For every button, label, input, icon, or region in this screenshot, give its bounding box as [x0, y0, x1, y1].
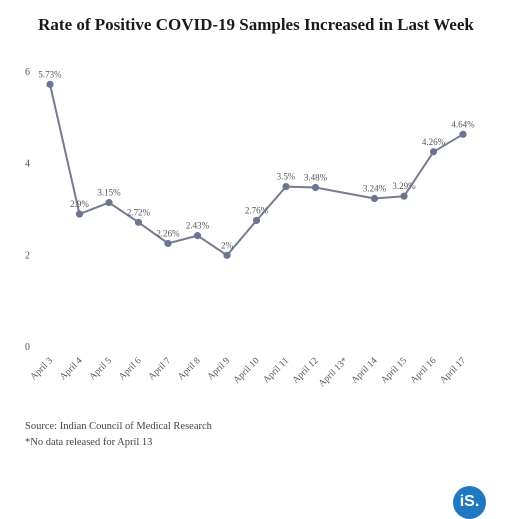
- data-point: [311, 183, 320, 192]
- brand-logo: iS.: [453, 486, 486, 519]
- x-tick-label: April 3: [29, 356, 55, 382]
- y-tick-label: 0: [25, 342, 30, 353]
- x-tick-label: April 4: [58, 356, 84, 382]
- x-tick-label: April 14: [350, 356, 380, 386]
- data-label: 4.26%: [422, 137, 446, 147]
- x-tick-label: April 7: [147, 356, 173, 382]
- data-point: [370, 194, 379, 203]
- data-point: [252, 216, 261, 225]
- data-label: 3.15%: [97, 188, 121, 198]
- chart-title: Rate of Positive COVID-19 Samples Increa…: [38, 15, 474, 34]
- data-point: [75, 210, 84, 218]
- footnote: *No data released for April 13: [25, 437, 153, 448]
- data-label: 5.73%: [38, 69, 62, 79]
- x-tick-label: April 15: [379, 356, 409, 386]
- data-label: 2%: [221, 240, 234, 250]
- data-label: 3.24%: [363, 184, 387, 194]
- series-line: [49, 84, 464, 257]
- data-label: 2.26%: [156, 228, 180, 238]
- x-tick-label: April 16: [409, 356, 439, 386]
- data-point: [459, 130, 467, 138]
- data-label: 4.64%: [451, 119, 475, 129]
- data-point: [134, 218, 143, 226]
- y-tick-label: 6: [25, 67, 30, 78]
- x-tick-label: April 12: [291, 356, 321, 386]
- x-tick-label: April 6: [117, 356, 143, 382]
- x-tick-label: April 10: [232, 356, 262, 386]
- data-point: [46, 80, 54, 88]
- data-point: [164, 239, 172, 248]
- x-tick-label: April 5: [88, 356, 114, 382]
- data-label: 2.43%: [186, 221, 210, 231]
- source-note: Source: Indian Council of Medical Resear…: [25, 421, 212, 432]
- data-label: 2.76%: [245, 206, 269, 216]
- x-tick-label: April 17: [438, 356, 468, 386]
- data-label: 3.29%: [392, 181, 416, 191]
- data-point: [429, 148, 438, 156]
- x-tick-label: April 11: [262, 356, 292, 386]
- y-tick-label: 2: [25, 250, 30, 261]
- data-point: [105, 199, 113, 207]
- data-label: 2.9%: [70, 199, 89, 209]
- data-point: [282, 182, 290, 191]
- data-point: [400, 192, 408, 200]
- y-tick-label: 4: [25, 159, 30, 170]
- x-tick-label: April 13*: [317, 356, 350, 389]
- data-label: 3.48%: [304, 173, 328, 183]
- data-label: 2.72%: [127, 207, 151, 217]
- x-tick-label: April 9: [206, 356, 232, 382]
- data-label: 3.5%: [277, 172, 296, 182]
- data-point: [223, 251, 231, 259]
- data-point: [193, 232, 202, 240]
- x-tick-label: April 8: [176, 356, 202, 382]
